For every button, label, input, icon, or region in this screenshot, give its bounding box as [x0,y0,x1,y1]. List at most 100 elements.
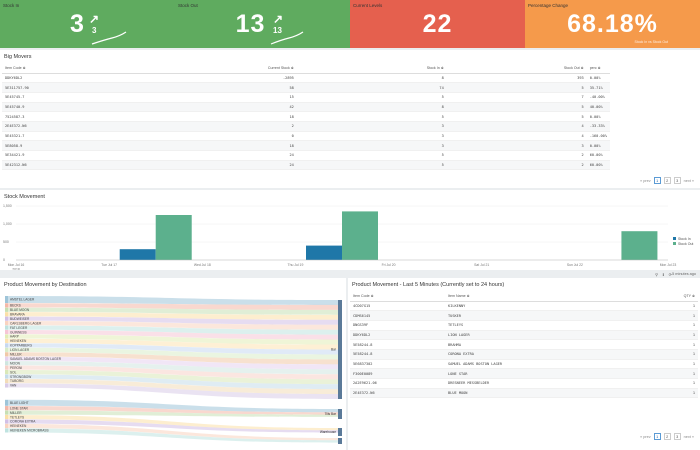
page-button[interactable]: 3 [673,433,681,440]
sankey-link[interactable] [8,428,338,443]
table-row[interactable]: 5E45740-9 42 8 5 40.00% [2,102,610,113]
sankey-link[interactable] [8,399,338,413]
sankey-link[interactable] [8,406,338,415]
sankey-source-node[interactable] [5,338,8,344]
table-row[interactable]: 5E34421-9 24 5 2 60.00% [2,150,610,161]
sankey-link[interactable] [8,365,338,380]
table-row[interactable]: 5E6837302 SAMUEL ADAMS BOSTON LAGER 1 [350,359,698,370]
sankey-source-node[interactable] [5,352,8,357]
next-link[interactable]: next » [683,178,694,183]
sankey-source-node[interactable] [5,307,8,312]
table-row[interactable]: 5E311757-90 58 74 5 35.71% [2,82,610,93]
table-row[interactable]: 5E45745-7 15 5 7 -40.00% [2,92,610,103]
sankey-source-node[interactable] [5,361,8,366]
page-button[interactable]: 3 [673,177,681,184]
sankey-link[interactable] [8,329,338,340]
sankey-source-node[interactable] [5,399,8,406]
sankey-source-node[interactable] [5,303,8,308]
table-row[interactable]: 2E4E372-N6 2 3 4 -33.33% [2,121,610,132]
table-row[interactable]: 4CD07G15 KILKENNY 1 [350,301,698,312]
sankey-source-node[interactable] [5,321,8,326]
sankey-link[interactable] [8,423,338,441]
sankey-link[interactable] [8,419,338,433]
sankey-source-node[interactable] [5,365,8,370]
sankey-source-node[interactable] [5,329,8,335]
sankey-link[interactable] [8,356,338,370]
sankey-link[interactable] [8,352,338,365]
sankey-link[interactable] [8,410,338,417]
kpi-current-levels[interactable]: Current Levels 22 [350,0,525,48]
sankey-source-node[interactable] [5,378,8,384]
kpi-percentage-change[interactable]: Percentage Change 68.18% Stock In vs Sto… [525,0,700,48]
col-header[interactable]: Item Name ≑ [445,292,658,302]
sankey-target-node[interactable] [338,438,342,444]
page-button[interactable]: 2 [663,177,671,184]
sankey-link[interactable] [8,383,338,399]
sankey-source-node[interactable] [5,316,8,321]
table-row[interactable]: 5E58244-8 BRAHMA 1 [350,339,698,350]
sankey-link[interactable] [8,338,338,350]
sankey-source-node[interactable] [5,410,8,415]
sankey-link[interactable] [8,378,338,395]
sankey-link[interactable] [8,343,338,355]
sankey-link[interactable] [8,374,338,390]
next-link[interactable]: next » [683,434,694,439]
sankey-source-node[interactable] [5,414,8,420]
sankey-link[interactable] [8,370,338,385]
sankey-target-node[interactable] [338,300,342,399]
sankey-source-node[interactable] [5,356,8,361]
page-button[interactable]: 2 [663,433,671,440]
sankey-source-node[interactable] [5,296,8,303]
sankey-source-node[interactable] [5,428,8,433]
sankey-source-node[interactable] [5,347,8,352]
page-button[interactable]: 1 [653,433,661,440]
info-icon[interactable]: ℹ [662,272,664,277]
sankey-source-node[interactable] [5,374,8,379]
sankey-link[interactable] [8,296,338,305]
kpi-stock-in[interactable]: Stock In 3 ↗ 3 [0,0,175,48]
sankey-source-node[interactable] [5,312,8,317]
sankey-link[interactable] [8,347,338,360]
table-row[interactable]: CDMS6145 TUSKER 1 [350,310,698,321]
sankey-target-node[interactable] [338,409,342,419]
sankey-source-node[interactable] [5,343,8,348]
col-header[interactable]: Current Stock ≑ [141,64,297,74]
kpi-stock-out[interactable]: Stock Out 13 ↗ 13 [175,0,350,48]
table-row[interactable]: F300E0089 LONE STAR 1 [350,368,698,379]
sankey-link[interactable] [8,414,338,431]
search-icon[interactable]: ⚲ [655,272,658,277]
sankey-link[interactable] [8,307,338,315]
col-header[interactable]: Item Code ≑ [2,64,142,74]
table-row[interactable]: 5E45321-7 0 3 4 -160.00% [2,131,610,142]
sankey-source-node[interactable] [5,334,8,339]
sankey-source-node[interactable] [5,325,8,330]
sankey-source-node[interactable] [5,423,8,429]
table-row[interactable]: DDKY6DL2 LION LAGER 1 [350,330,698,341]
table-row[interactable]: 5E42312-N6 24 5 2 60.00% [2,160,610,171]
sankey-link[interactable] [8,303,338,310]
sankey-link[interactable] [8,325,338,335]
table-row[interactable]: 5E58244-8 CORONA EXTRA 1 [350,349,698,360]
table-row[interactable]: DDKY6DL2 -2895 8 393 0.00% [2,73,610,84]
sankey-target-node[interactable] [338,428,342,436]
sankey-link[interactable] [8,361,338,375]
table-row[interactable]: 2E4E372-N6 BLUE MOON 1 [350,388,698,399]
col-header[interactable]: perc ≑ [586,64,610,74]
col-header[interactable]: Item Code ≑ [350,292,445,302]
sankey-link[interactable] [8,321,338,330]
table-row[interactable]: DNGS39F TETLEYS 1 [350,320,698,331]
page-button[interactable]: 1 [653,177,661,184]
sankey-source-node[interactable] [5,383,8,388]
table-row[interactable]: 7524587-3 18 5 5 0.00% [2,111,610,122]
sankey-source-node[interactable] [5,406,8,411]
sankey-source-node[interactable] [5,419,8,424]
refresh-icon[interactable]: ⟳ [668,272,672,277]
table-row[interactable]: 2A2E9621-06 DRESNEER MESSBELDER 1 [350,378,698,389]
col-header[interactable]: Stock Out ≑ [446,64,587,74]
col-header[interactable]: Stock In ≑ [296,64,447,74]
table-row[interactable]: 5E8058-9 18 3 3 0.00% [2,140,610,151]
prev-link[interactable]: « prev [640,434,651,439]
prev-link[interactable]: « prev [640,178,651,183]
sankey-link[interactable] [8,312,338,320]
sankey-link[interactable] [8,334,338,345]
